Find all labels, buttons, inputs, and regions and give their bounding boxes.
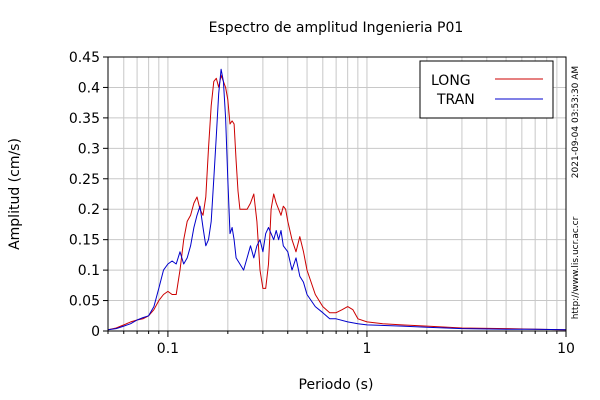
y-tick-label: 0.2 <box>78 202 100 218</box>
plot-frame <box>107 56 567 332</box>
x-axis-label: Periodo (s) <box>299 377 374 393</box>
legend-label-tran: TRAN <box>436 92 475 108</box>
timestamp-text: 2021-09-04 03:53:30 AM <box>571 66 581 178</box>
series-line-tran <box>107 68 567 331</box>
legend-box <box>419 60 554 119</box>
y-tick-label: 0.25 <box>69 172 100 188</box>
y-tick-label: 0.35 <box>69 111 100 127</box>
source-url-text: http://www.lis.ucr.ac.cr <box>571 216 581 319</box>
y-tick-label: 0.15 <box>69 233 100 249</box>
y-tick-label: 0.05 <box>69 294 100 310</box>
y-tick-label: 0 <box>91 324 100 340</box>
x-tick-label: 1 <box>362 341 371 357</box>
y-tick-label: 0.1 <box>78 263 100 279</box>
axis-ticks: 0 0.05 0.1 0.15 0.2 0.25 0.3 0.35 0.4 0.45 0.1 1 10 <box>69 50 575 357</box>
chart-title: Espectro de amplitud Ingenieria P01 <box>209 20 464 36</box>
y-tick-label: 0.3 <box>78 141 100 157</box>
y-axis-label: Amplitud (cm/s) <box>7 138 23 250</box>
series-layer <box>107 68 567 331</box>
y-tick-label: 0.4 <box>78 80 100 96</box>
x-tick-label: 10 <box>557 341 575 357</box>
series-line-long <box>107 74 567 331</box>
y-tick-label: 0.45 <box>69 50 100 66</box>
legend-label-long: LONG <box>431 73 471 89</box>
legend: LONG TRAN <box>419 60 554 119</box>
x-tick-label: 0.1 <box>157 341 179 357</box>
